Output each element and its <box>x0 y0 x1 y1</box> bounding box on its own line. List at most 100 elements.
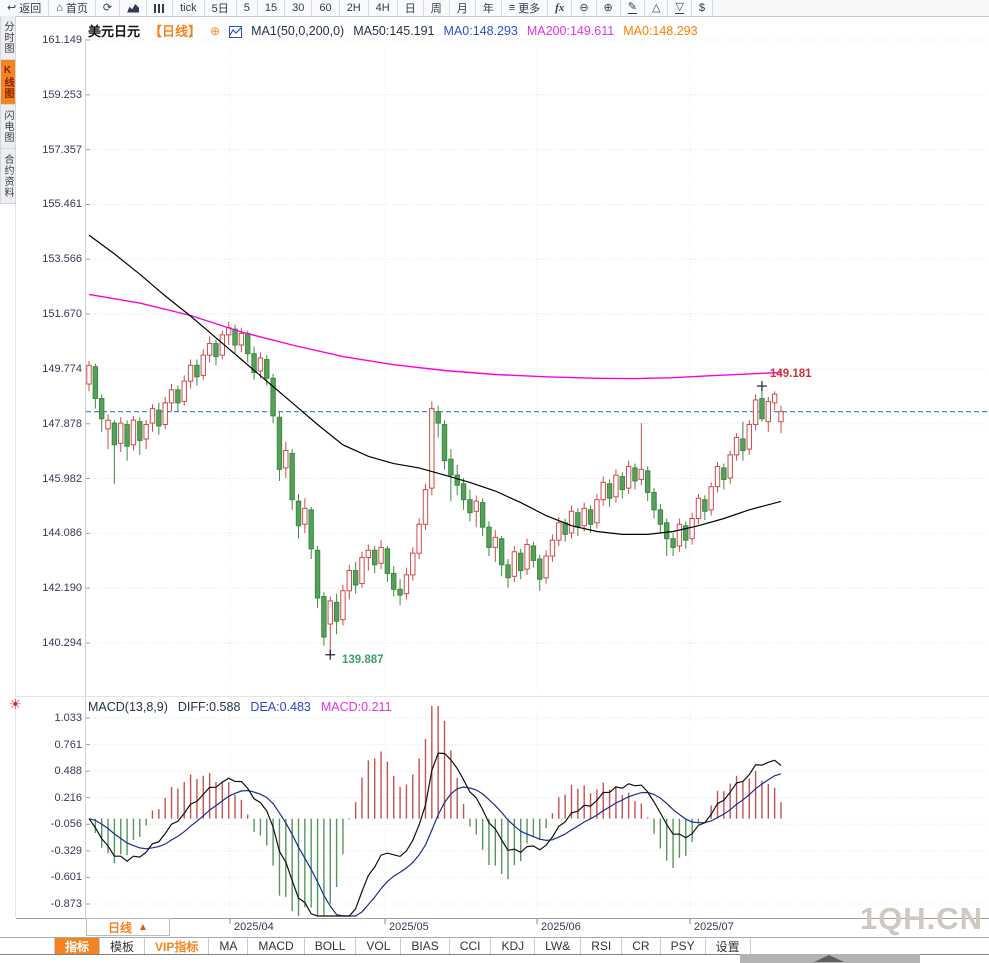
sidebar-tab-K线图[interactable]: K线图 <box>0 60 16 105</box>
toolbar-button-月[interactable]: 月 <box>449 0 476 16</box>
home-icon: ⌂ <box>56 2 63 14</box>
indicator-tab-设置[interactable]: 设置 <box>706 938 751 954</box>
toolbar-button-label: 日 <box>404 3 416 15</box>
main-y-tick-label: 151.670 <box>42 308 82 321</box>
date-tick-label: 2025/06 <box>541 921 581 933</box>
toolbar-button-label: 30 <box>292 2 305 14</box>
low-price-annotation: 139.887 <box>342 654 384 666</box>
main-y-tick-label: 161.149 <box>42 34 82 46</box>
toolbar-button-zoom-out[interactable]: ⊖ <box>572 0 597 16</box>
macd-y-tick-label: -0.056 <box>50 818 82 831</box>
main-y-tick-label: 145.982 <box>42 472 82 485</box>
toolbar-button-年[interactable]: 年 <box>475 0 502 16</box>
refresh-icon: ⟳ <box>102 2 113 14</box>
macd-y-tick-label: 1.033 <box>54 712 82 724</box>
indicator-tab-LW&[interactable]: LW& <box>535 938 582 954</box>
indicator-settings-icon[interactable]: ☀ <box>9 696 22 712</box>
back-arrow-icon: ↩ <box>7 2 17 14</box>
period-tag: 【日线】 <box>149 24 202 39</box>
macd-y-tick-label: -0.329 <box>50 844 82 857</box>
toolbar-button-home[interactable]: ⌂ 首页 <box>49 0 96 16</box>
watermark: 1QH.CN <box>859 901 983 936</box>
indicator-tab-VIP指标[interactable]: VIP指标 <box>145 938 210 954</box>
chart-title-row: 美元日元 【日线】 ⊕ MA1(50,0,200,0) MA50:145.191… <box>88 21 698 40</box>
chart-type-sidebar: 分时图 K线图 闪电图 合约资料 <box>0 16 16 204</box>
toolbar-button-back-arrow[interactable]: ↩ 返回 <box>0 0 50 16</box>
toolbar-button-tick[interactable]: tick <box>173 0 205 16</box>
toolbar-button-label: 60 <box>319 2 332 14</box>
menu-icon: ≡ <box>508 2 516 14</box>
main-y-tick-label: 147.878 <box>42 417 82 430</box>
toolbar-button-5[interactable]: 5 <box>236 0 258 16</box>
toolbar-button-pencil[interactable]: ✎ <box>620 0 645 16</box>
toolbar-button-area-chart[interactable] <box>120 0 148 16</box>
indicator-tab-CCI[interactable]: CCI <box>450 938 492 954</box>
toolbar-button-4H[interactable]: 4H <box>368 0 398 16</box>
toolbar-button-triangle-up[interactable]: △ <box>644 0 669 16</box>
macd-y-tick-label: -0.601 <box>50 871 82 884</box>
date-tick-label: 2025/04 <box>234 921 274 933</box>
toolbar-button-label: 月 <box>456 3 468 15</box>
high-price-annotation: 149.181 <box>770 368 812 380</box>
toolbar-button-label: tick <box>180 2 197 14</box>
zoom-out-icon: ⊖ <box>579 2 589 14</box>
toolbar-button-5日[interactable]: 5日 <box>204 0 237 16</box>
toolbar-button-label: 4H <box>375 2 390 14</box>
indicator-tab-模板[interactable]: 模板 <box>100 938 146 954</box>
toolbar-button-2H[interactable]: 2H <box>339 0 369 16</box>
pencil-icon: ✎ <box>627 1 637 14</box>
toolbar-button-triangle-down[interactable]: ▽ <box>668 0 692 16</box>
toolbar-button-$[interactable]: $ <box>691 0 714 16</box>
toolbar-button-menu[interactable]: ≡ 更多 <box>501 0 549 16</box>
toolbar-button-15[interactable]: 15 <box>257 0 286 16</box>
indicator-tab-指标[interactable]: 指标 <box>55 938 101 954</box>
indicator-tab-CR[interactable]: CR <box>622 938 661 954</box>
toolbar-button-label: 周 <box>430 3 442 15</box>
macd-y-tick-label: 0.488 <box>54 765 82 778</box>
indicator-tab-RSI[interactable]: RSI <box>581 938 623 954</box>
indicator-tab-BIAS[interactable]: BIAS <box>401 938 450 954</box>
indicator-tab-PSY[interactable]: PSY <box>661 938 706 954</box>
toolbar-button-label: 5 <box>243 2 250 14</box>
main-y-tick-label: 140.294 <box>42 636 82 649</box>
indicator-tab-BOLL[interactable]: BOLL <box>305 938 357 954</box>
toolbar-button-refresh[interactable]: ⟳ <box>95 0 121 16</box>
bottom-scrollbar[interactable] <box>740 954 920 963</box>
scrollbar-arrow-icon <box>814 955 844 962</box>
toolbar-button-label: 2H <box>346 2 361 14</box>
kline-icon <box>229 25 243 38</box>
ma-params-label: MA1(50,0,200,0) <box>251 23 345 38</box>
period-selector-button[interactable]: 日线 ▲ <box>86 918 170 936</box>
plus-circle-icon[interactable]: ⊕ <box>210 23 221 38</box>
indicator-tab-MACD[interactable]: MACD <box>248 938 305 954</box>
macd-diff-value: DIFF:0.588 <box>177 700 241 714</box>
toolbar-button-60[interactable]: 60 <box>312 0 340 16</box>
ma50-value-label: MA50:145.191 <box>353 23 435 38</box>
macd-title: MACD(13,8,9) <box>88 700 168 714</box>
area-chart-icon <box>127 3 140 13</box>
top-toolbar: ↩ 返回 ⌂ 首页 ⟳ tick 5日 5 15 30 60 2H 4H 日周月年 ≡ 更多 fx ⊖ ⊕ ✎ △ ▽ $ <box>0 0 989 17</box>
toolbar-button-30[interactable]: 30 <box>285 0 313 16</box>
toolbar-button-zoom-in[interactable]: ⊕ <box>596 0 621 16</box>
sidebar-tab-合约资料[interactable]: 合约资料 <box>0 149 16 204</box>
indicator-tab-KDJ[interactable]: KDJ <box>491 938 536 954</box>
toolbar-button-日[interactable]: 日 <box>397 0 424 16</box>
sidebar-tab-闪电图[interactable]: 闪电图 <box>0 105 16 149</box>
toolbar-button-label: 更多 <box>518 3 541 15</box>
toolbar-button-周[interactable]: 周 <box>423 0 450 16</box>
toolbar-button-label: 年 <box>482 3 494 15</box>
ma0-blue-value-label: MA0:148.293 <box>443 23 518 38</box>
toolbar-button-label: $ <box>698 2 706 14</box>
macd-y-tick-label: -0.873 <box>50 897 82 910</box>
main-y-tick-label: 153.566 <box>42 253 82 266</box>
indicator-tab-MA[interactable]: MA <box>209 938 249 954</box>
indicator-tab-VOL[interactable]: VOL <box>356 938 402 954</box>
toolbar-button-volume-bars[interactable] <box>147 0 174 16</box>
main-y-tick-label: 155.461 <box>42 198 82 211</box>
toolbar-button-fx[interactable]: fx <box>548 0 573 16</box>
macd-bar-value: MACD:0.211 <box>320 700 392 714</box>
sidebar-tab-分时图[interactable]: 分时图 <box>0 16 16 60</box>
symbol-name: 美元日元 <box>88 24 141 39</box>
